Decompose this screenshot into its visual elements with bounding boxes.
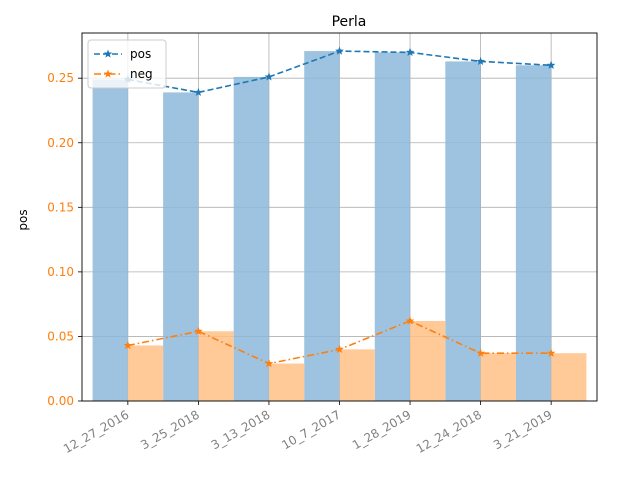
y-tick-label: 0.10 — [47, 265, 74, 279]
point-pos-1_28_2019 — [405, 47, 415, 56]
point-neg-1_28_2019 — [405, 316, 415, 325]
point-pos-12_24_2018 — [476, 56, 485, 65]
bar-pos-12_27_2016 — [92, 79, 128, 402]
plot-frame — [81, 32, 598, 402]
bar-pos-12_24_2018 — [445, 61, 481, 402]
legend-marker-pos — [103, 49, 113, 58]
legend-label-neg: neg — [130, 67, 153, 81]
x-tick-label: 3_13_2018 — [209, 407, 273, 452]
y-tick-label: 0.15 — [47, 200, 74, 214]
x-tick-label: 12_24_2018 — [414, 407, 484, 456]
y-axis-label: pos — [16, 209, 30, 230]
x-tick-label: 10_7_2017 — [279, 407, 343, 452]
bar-neg-1_28_2019 — [410, 320, 446, 401]
point-neg-12_24_2018 — [476, 348, 485, 357]
legend-box — [87, 39, 167, 89]
bar-pos-3_13_2018 — [233, 76, 269, 401]
bar-pos-10_7_2017 — [304, 51, 340, 401]
bar-pos-3_21_2019 — [515, 65, 552, 401]
point-neg-3_13_2018 — [264, 359, 274, 368]
legend-marker-neg — [103, 69, 113, 78]
legend-label-pos: pos — [130, 47, 151, 61]
bar-neg-3_21_2019 — [551, 353, 587, 401]
bar-pos-1_28_2019 — [374, 52, 411, 402]
x-tick-label: 3_25_2018 — [138, 407, 202, 452]
x-tick-label: 3_21_2019 — [491, 407, 555, 452]
x-tick-label: 12_27_2016 — [61, 407, 131, 456]
y-tick-label: 0.25 — [47, 71, 74, 85]
bar-neg-3_25_2018 — [198, 331, 234, 401]
bar-pos-3_25_2018 — [163, 92, 199, 402]
point-neg-12_27_2016 — [123, 341, 133, 350]
point-pos-3_21_2019 — [546, 60, 556, 69]
point-neg-10_7_2017 — [335, 344, 344, 353]
point-neg-3_21_2019 — [546, 348, 556, 357]
y-tick-label: 0.20 — [47, 136, 74, 150]
point-pos-3_25_2018 — [194, 87, 203, 96]
legend: pos neg — [87, 39, 167, 89]
bar-neg-12_27_2016 — [127, 345, 164, 401]
point-neg-3_25_2018 — [194, 326, 203, 335]
y-tick-label: 0.05 — [47, 329, 74, 343]
x-tick-label: 1_28_2019 — [350, 407, 414, 452]
chart-title: Perla — [332, 14, 367, 30]
point-pos-10_7_2017 — [335, 46, 344, 55]
series-lines — [123, 46, 556, 368]
point-pos-3_13_2018 — [264, 72, 274, 81]
bars — [92, 51, 587, 402]
bar-neg-3_13_2018 — [268, 363, 305, 401]
bar-neg-12_24_2018 — [480, 353, 516, 401]
bar-neg-10_7_2017 — [339, 349, 375, 401]
y-tick-label: 0.00 — [47, 394, 74, 408]
axes — [78, 32, 598, 405]
